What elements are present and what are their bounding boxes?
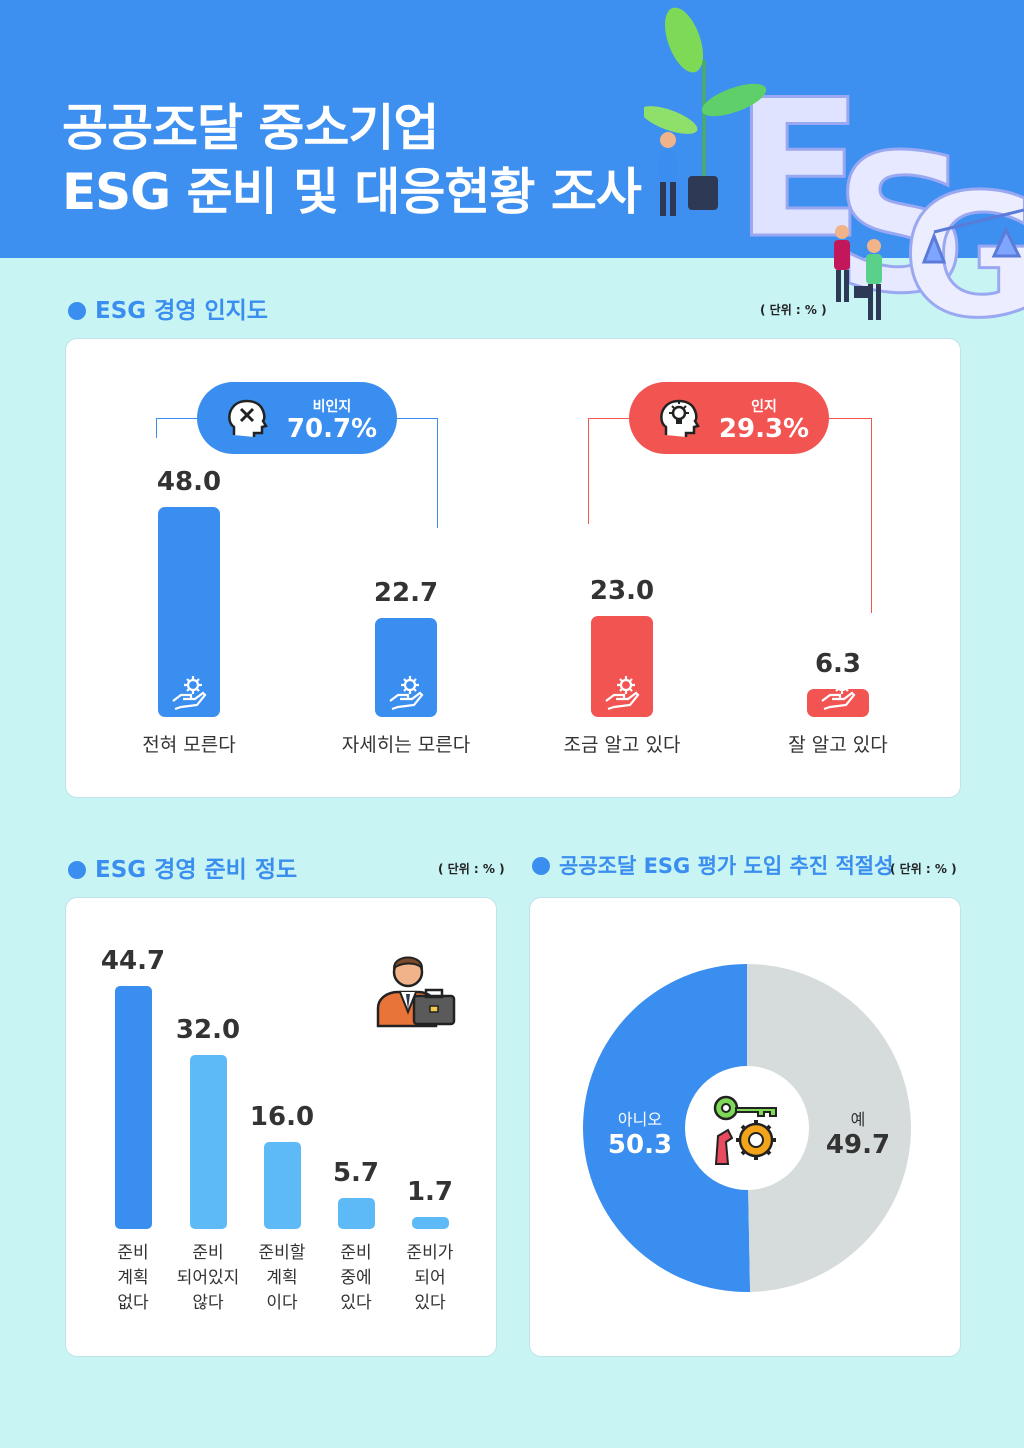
- donut-label-yes-value: 49.7: [825, 1130, 891, 1160]
- confused-head-icon: [228, 399, 268, 437]
- awareness-category-label: 자세히는 모른다: [341, 734, 471, 756]
- awareness-bar: [158, 507, 220, 717]
- connector-line-aware-left: [588, 418, 632, 524]
- readiness-bar: [189, 1055, 227, 1229]
- readiness-category-line: 계획: [117, 1268, 149, 1288]
- bullet-dot-icon: [532, 857, 550, 875]
- readiness-category-line: 준비: [117, 1243, 149, 1263]
- donut-label-yes-text: 예: [850, 1110, 866, 1129]
- deco-letter-s: S: [834, 114, 971, 335]
- awareness-section-title: ESG 경영 인지도: [68, 291, 268, 325]
- readiness-category-line: 않다: [192, 1293, 224, 1313]
- awareness-value-label: 6.3: [814, 649, 862, 680]
- readiness-bar: [263, 1142, 301, 1229]
- awareness-title-text: ESG 경영 인지도: [95, 298, 268, 324]
- awareness-value-label: 22.7: [373, 577, 439, 608]
- readiness-value-label: 1.7: [406, 1177, 454, 1207]
- readiness-category-line: 준비가: [406, 1243, 454, 1263]
- readiness-section-title: ESG 경영 준비 정도: [68, 850, 297, 884]
- awareness-unit: ( 단위 : % ): [760, 303, 827, 317]
- connector-line-unaware-left: [156, 418, 200, 438]
- readiness-value-label: 32.0: [175, 1015, 241, 1046]
- adequacy-unit: ( 단위 : % ): [890, 862, 957, 876]
- connector-line-unaware-right: [396, 418, 438, 528]
- aware-group-value: 29.3%: [718, 414, 810, 444]
- page-title-line2: ESG 준비 및 대응현황 조사: [62, 163, 642, 221]
- readiness-bar: [411, 1217, 449, 1229]
- awareness-category-label: 조금 알고 있다: [563, 734, 681, 756]
- connector-line-aware-right: [828, 418, 872, 613]
- page-title-line1: 공공조달 중소기업: [62, 99, 439, 157]
- readiness-title-text: ESG 경영 준비 정도: [95, 857, 298, 883]
- readiness-category-line: 이다: [266, 1293, 298, 1313]
- donut-label-yes: 예 49.7: [818, 1106, 898, 1160]
- readiness-value-label: 16.0: [249, 1102, 315, 1133]
- readiness-bar: [114, 986, 152, 1229]
- donut-slice-0: [583, 964, 751, 1292]
- readiness-category-line: 준비할: [258, 1243, 306, 1263]
- handshake-people-icon: [834, 225, 882, 320]
- balance-scale-icon: [921, 208, 1024, 264]
- idea-head-icon: [660, 399, 700, 437]
- adequacy-title-text: 공공조달 ESG 평가 도입 추진 적절성: [559, 854, 894, 878]
- esg-3d-illustration: E S G: [644, 7, 1024, 345]
- plant-icon: [644, 7, 767, 210]
- awareness-bar: [375, 617, 437, 717]
- readiness-category-line: 되어있지: [176, 1268, 240, 1288]
- awareness-value-label: 48.0: [156, 467, 222, 497]
- readiness-category-line: 없다: [117, 1293, 149, 1313]
- businessman-briefcase-icon: [376, 956, 456, 1028]
- awareness-category-label: 전혀 모른다: [142, 734, 236, 756]
- aware-group-label: 인지: [751, 399, 777, 415]
- adequacy-section-title: 공공조달 ESG 평가 도입 추진 적절성: [532, 850, 893, 880]
- readiness-category-line: 있다: [414, 1293, 446, 1313]
- bullet-dot-icon: [68, 861, 86, 879]
- unaware-group-badge: 비인지 70.7%: [197, 382, 397, 454]
- header-banner: [0, 0, 1024, 258]
- hand-gear-icon: [169, 671, 209, 711]
- readiness-category-line: 중에: [340, 1268, 372, 1288]
- aware-group-badge: 인지 29.3%: [629, 382, 829, 454]
- unaware-group-label: 비인지: [312, 399, 352, 415]
- readiness-category-line: 준비: [192, 1243, 224, 1263]
- readiness-value-label: 44.7: [100, 946, 166, 976]
- adequacy-donut-chart: [583, 964, 911, 1292]
- awareness-bar: [591, 616, 653, 717]
- awareness-category-label: 잘 알고 있다: [788, 734, 888, 756]
- readiness-value-label: 5.7: [332, 1158, 380, 1188]
- bullet-dot-icon: [68, 302, 86, 320]
- unaware-group-value: 70.7%: [286, 414, 378, 444]
- readiness-category-line: 되어: [414, 1268, 446, 1288]
- awareness-value-label: 23.0: [589, 576, 655, 607]
- donut-label-no-text: 아니오: [617, 1110, 663, 1129]
- key-gear-hand-icon: [713, 1095, 777, 1165]
- readiness-category-line: 계획: [266, 1268, 298, 1288]
- readiness-unit: ( 단위 : % ): [438, 862, 505, 876]
- hand-gear-icon: [602, 671, 642, 711]
- donut-label-no-value: 50.3: [607, 1130, 673, 1160]
- page-title: 공공조달 중소기업 ESG 준비 및 대응현황 조사: [62, 96, 642, 224]
- donut-slice-1: [747, 964, 911, 1292]
- readiness-category-line: 준비: [340, 1243, 372, 1263]
- person-icon: [659, 132, 677, 216]
- donut-label-no: 아니오 50.3: [600, 1106, 680, 1160]
- hand-gear-icon: [386, 671, 426, 711]
- hand-gear-icon: [818, 671, 858, 711]
- awareness-bar: [807, 676, 869, 717]
- readiness-bar: [337, 1198, 375, 1229]
- readiness-category-line: 있다: [340, 1293, 372, 1313]
